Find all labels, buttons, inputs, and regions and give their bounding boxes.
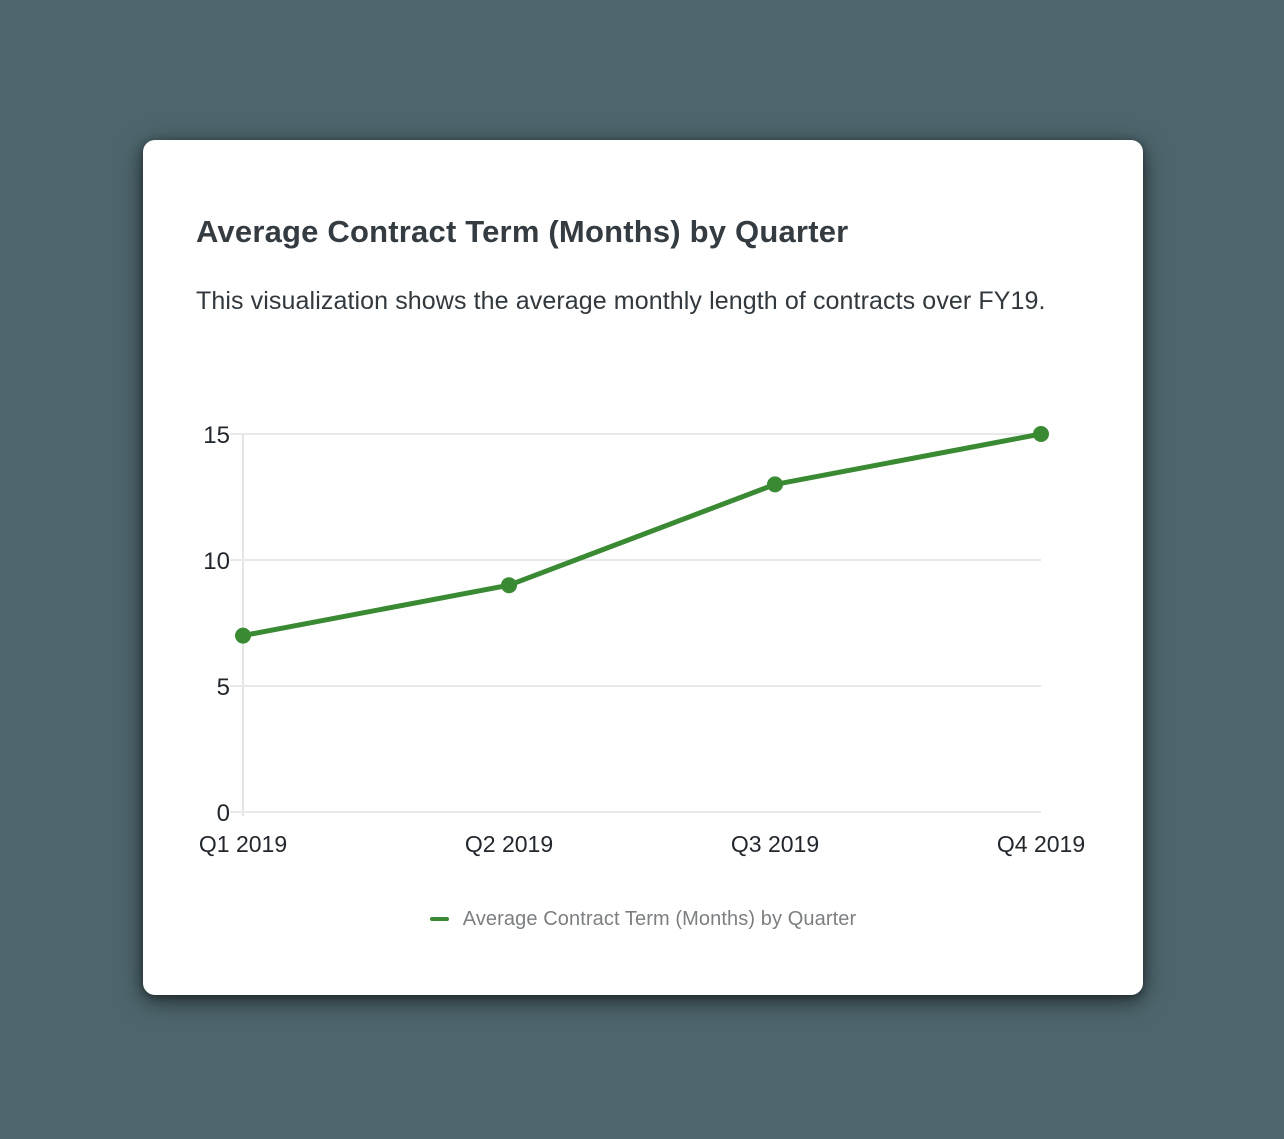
chart-description: This visualization shows the average mon…: [196, 287, 1046, 315]
chart-area: 15 10 5 0 Q1 2019 Q2 2019 Q3 2019 Q4 201…: [143, 422, 1143, 892]
chart-legend[interactable]: Average Contract Term (Months) by Quarte…: [143, 905, 1143, 933]
data-point[interactable]: [1033, 426, 1049, 442]
y-axis-tick-label: 0: [217, 800, 230, 827]
x-axis-tick-label: Q4 2019: [997, 831, 1085, 857]
y-axis-tick-label: 15: [203, 422, 230, 449]
line-chart: 15 10 5 0 Q1 2019 Q2 2019 Q3 2019 Q4 201…: [199, 422, 1085, 857]
x-axis-tick-label: Q1 2019: [199, 831, 287, 857]
legend-series-label: Average Contract Term (Months) by Quarte…: [462, 908, 857, 930]
visualization-card: Average Contract Term (Months) by Quarte…: [143, 140, 1143, 995]
legend-series-swatch: [429, 917, 449, 921]
data-point[interactable]: [767, 476, 783, 493]
y-axis-tick-label: 10: [203, 548, 230, 575]
series-line: [240, 431, 1044, 639]
data-point[interactable]: [501, 577, 517, 594]
y-axis-tick-label: 5: [217, 674, 230, 701]
x-axis-tick-label: Q2 2019: [465, 831, 553, 857]
x-axis-tick-label: Q3 2019: [731, 831, 819, 857]
chart-title: Average Contract Term (Months) by Quarte…: [196, 214, 849, 249]
data-point[interactable]: [235, 627, 251, 644]
